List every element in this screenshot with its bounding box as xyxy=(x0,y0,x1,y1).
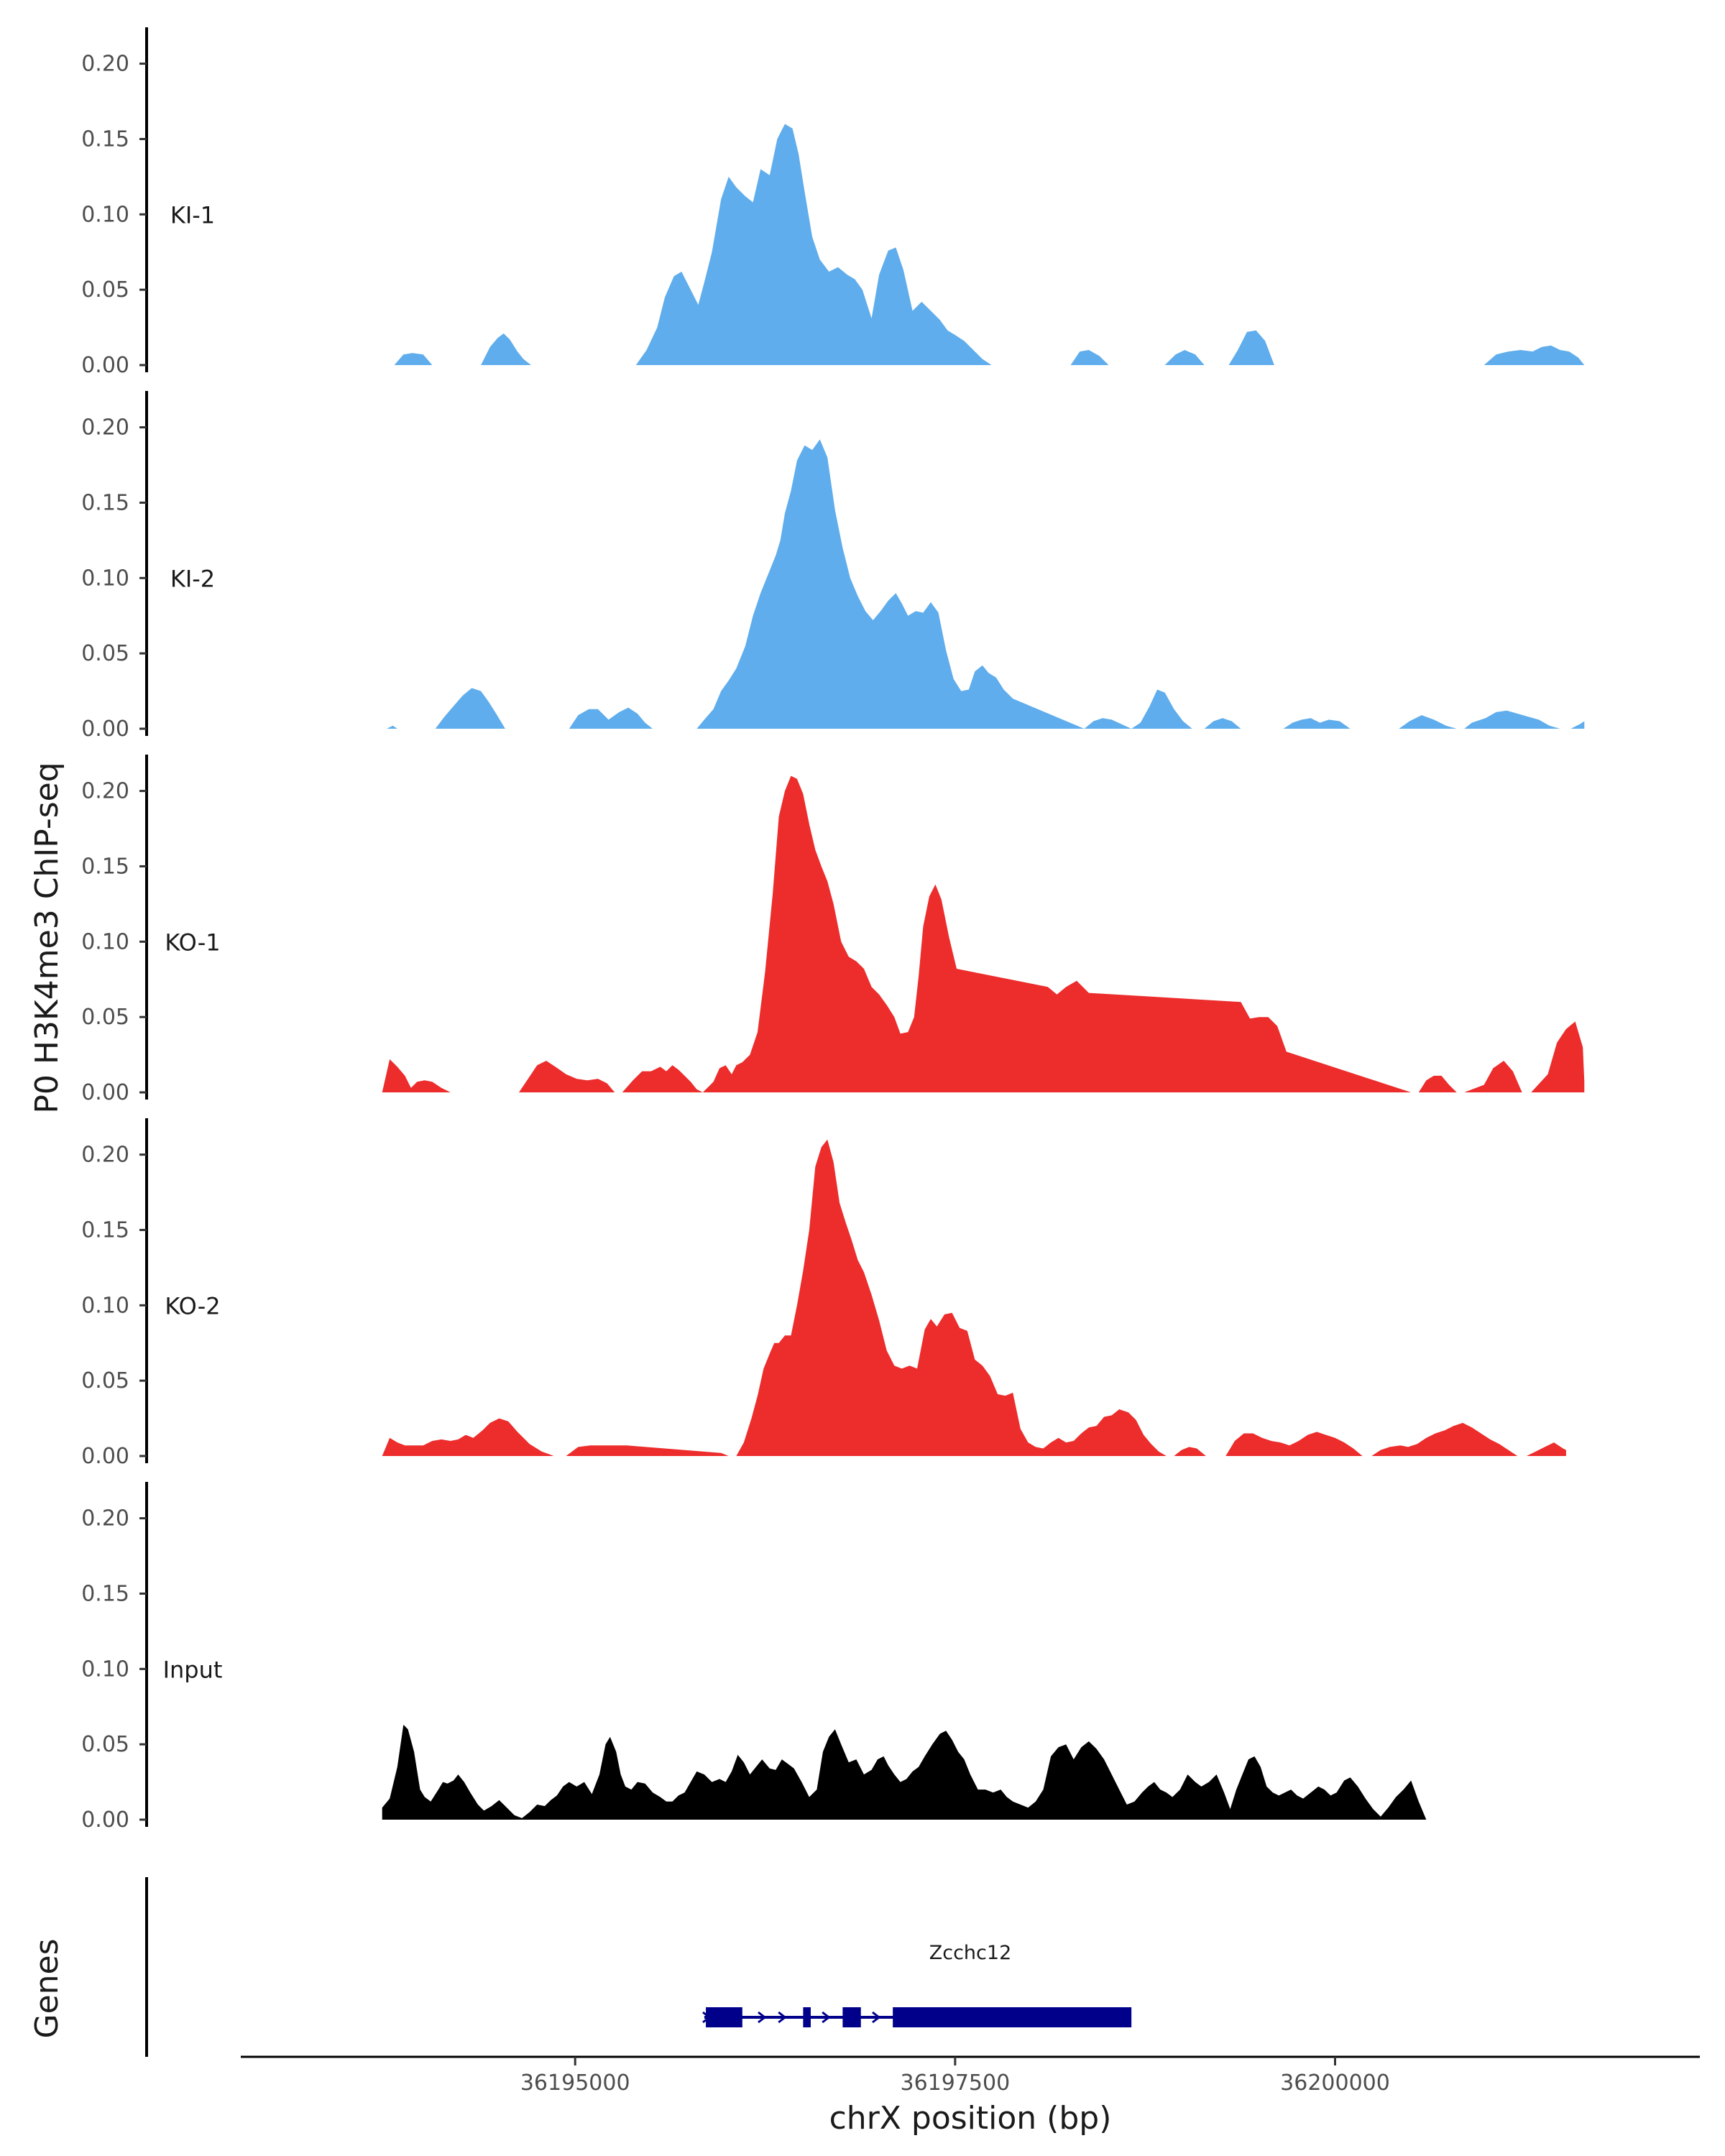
strand-arrow xyxy=(758,2011,767,2024)
track-label: KI-1 xyxy=(170,201,215,229)
y-tick-label: 0.20 xyxy=(81,415,129,441)
y-tick-label: 0.10 xyxy=(81,566,129,591)
signal-area xyxy=(382,1139,1566,1456)
x-axis-title: chrX position (bp) xyxy=(829,2100,1112,2137)
tracks-group: 0.00 0.05 0.10 0.15 0.20 KI-1 0.00 0.05 0.10 0.15… xyxy=(81,27,1585,1833)
strand-arrow xyxy=(702,2011,712,2024)
x-axis: chrX position (bp) 36195000 36197500 36200… xyxy=(241,2055,1700,2137)
x-tick-label: 36195000 xyxy=(520,2070,630,2096)
signal-area xyxy=(382,775,1585,1092)
track-label: KO-1 xyxy=(165,929,220,956)
y-tick-label: 0.20 xyxy=(81,1143,129,1168)
signal-area xyxy=(382,1724,1427,1820)
signal-area xyxy=(387,439,1585,729)
y-tick-label: 0.20 xyxy=(81,779,129,804)
y-tick-label: 0.15 xyxy=(81,1581,129,1606)
gene-exon xyxy=(893,2007,1132,2027)
y-tick-label: 0.00 xyxy=(81,1807,129,1833)
y-tick-label: 0.15 xyxy=(81,490,129,515)
x-tick-label: 36197500 xyxy=(901,2070,1011,2096)
track-ki-2: 0.00 0.05 0.10 0.15 0.20 KI-2 xyxy=(81,391,1585,742)
x-tick-label: 36200000 xyxy=(1280,2070,1390,2096)
y-tick-label: 0.20 xyxy=(81,1506,129,1531)
y-tick-label: 0.15 xyxy=(81,1217,129,1243)
strand-arrow xyxy=(778,2011,787,2024)
y-tick-label: 0.10 xyxy=(81,1293,129,1318)
gene-exon xyxy=(706,2007,742,2027)
track-ki-1: 0.00 0.05 0.10 0.15 0.20 KI-1 xyxy=(81,27,1585,378)
track-label: Input xyxy=(163,1656,223,1683)
signal-area xyxy=(394,124,1585,365)
y-tick-label: 0.15 xyxy=(81,854,129,879)
track-ko-2: 0.00 0.05 0.10 0.15 0.20 KO-2 xyxy=(81,1118,1566,1469)
y-tick-label: 0.05 xyxy=(81,1368,129,1393)
y-tick-label: 0.05 xyxy=(81,1732,129,1757)
y-tick-label: 0.05 xyxy=(81,641,129,666)
gene-exon xyxy=(842,2007,861,2027)
genes-title: Genes xyxy=(29,1938,65,2038)
y-tick-label: 0.20 xyxy=(81,52,129,77)
y-tick-label: 0.10 xyxy=(81,202,129,227)
y-tick-label: 0.00 xyxy=(81,353,129,378)
y-tick-label: 0.00 xyxy=(81,1444,129,1469)
gene-exon xyxy=(803,2007,811,2027)
strand-arrow xyxy=(872,2011,881,2024)
track-label: KO-2 xyxy=(165,1292,220,1319)
gene-name-label: Zcchc12 xyxy=(929,1942,1012,1964)
y-tick-label: 0.05 xyxy=(81,277,129,303)
y-tick-label: 0.10 xyxy=(81,1657,129,1682)
y-axis-title: P0 H3K4me3 ChIP-seq xyxy=(29,762,65,1113)
genes-panel: Genes Zcchc12 xyxy=(29,1877,1132,2057)
y-tick-label: 0.15 xyxy=(81,126,129,152)
strand-arrow xyxy=(822,2011,831,2024)
y-tick-label: 0.05 xyxy=(81,1005,129,1030)
y-tick-label: 0.00 xyxy=(81,1080,129,1105)
y-tick-label: 0.00 xyxy=(81,717,129,742)
track-label: KI-2 xyxy=(170,565,215,592)
track-input: 0.00 0.05 0.10 0.15 0.20 Input xyxy=(81,1482,1427,1833)
track-ko-1: 0.00 0.05 0.10 0.15 0.20 KO-1 xyxy=(81,755,1585,1105)
y-tick-label: 0.10 xyxy=(81,929,129,954)
